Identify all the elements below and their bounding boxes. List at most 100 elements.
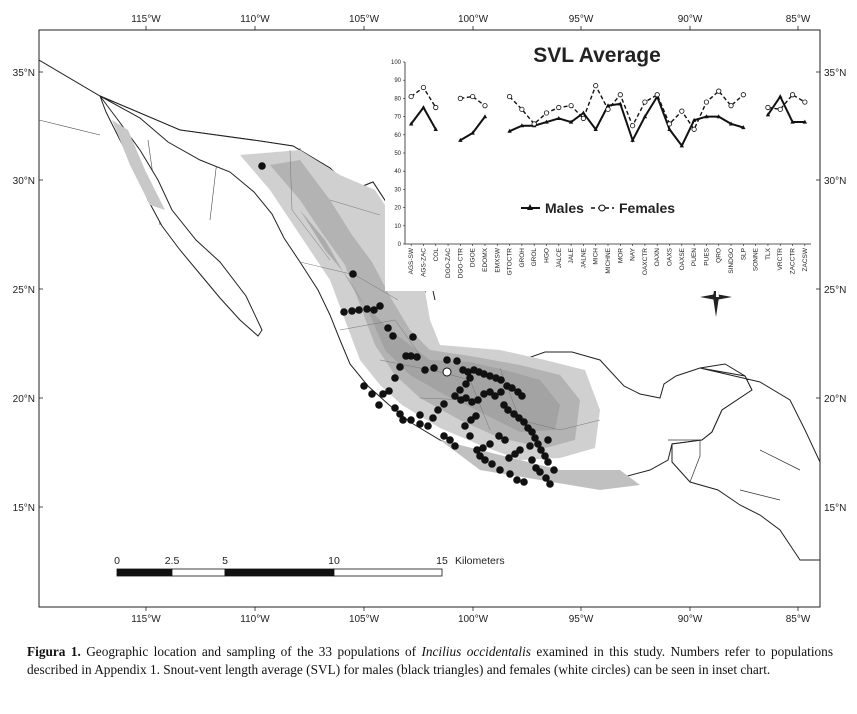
inset-x-tick-label: EMXSW (494, 247, 501, 272)
inset-y-tick-label: 100 (391, 60, 402, 66)
females-point (765, 104, 771, 111)
females-point (666, 121, 673, 127)
sample-point (496, 466, 504, 474)
sample-point (451, 392, 459, 400)
males-point (605, 103, 611, 108)
sampling-points (258, 162, 558, 488)
inset-x-tick-label: TLX (765, 247, 772, 260)
inset-x-tick-label: ZACCTR (790, 248, 797, 275)
scale-tick-1: 2.5 (165, 555, 180, 567)
sample-point (511, 450, 519, 458)
sample-point (434, 406, 442, 414)
inset-series (408, 83, 808, 148)
inset-legend: Males Females (521, 200, 675, 216)
females-point (543, 110, 550, 116)
inset-x-tick-label: AGS-ZAC (420, 248, 427, 277)
sample-point (363, 305, 371, 313)
sample-point (495, 432, 503, 440)
sample-point (375, 401, 383, 409)
longitude-label-bottom: 105°W (349, 614, 380, 625)
inset-x-tick-label: OAXS (667, 247, 674, 266)
sample-point (528, 428, 536, 436)
inset-x-tick-label: HGO (543, 248, 550, 263)
scale-tick-4: 15 (436, 555, 448, 567)
sample-point (461, 422, 469, 430)
sample-point (355, 306, 363, 314)
sample-point (409, 333, 417, 341)
legend-females: Females (619, 200, 675, 216)
females-point (617, 92, 623, 98)
sample-point (396, 363, 404, 371)
males-point (667, 126, 672, 131)
sample-point (464, 368, 472, 376)
females-point (789, 92, 796, 98)
inset-x-ticks: AGS-SW AGS-ZAC COL DGO-ZAC DGO-CTR DGOE EDOMX E… (408, 244, 809, 278)
males-point (408, 121, 414, 126)
figure-caption: Figura 1. Geographic location and sampli… (27, 643, 833, 679)
sample-point (474, 396, 482, 404)
females-point (580, 115, 586, 122)
longitude-labels-top: 115°W 110°W 105°W 100°W 95°W 90°W 85°W (131, 14, 811, 25)
males-point (433, 126, 438, 131)
sample-point (349, 270, 357, 278)
inset-y-tick-label: 20 (394, 206, 401, 212)
males-point (790, 119, 795, 124)
sample-point (550, 466, 558, 474)
inset-y-ticks: 0 10 20 30 40 50 60 70 80 90 100 (391, 60, 405, 248)
inset-chart-title: SVL Average (533, 44, 661, 67)
inset-y-tick-label: 0 (398, 242, 402, 248)
sample-point (504, 406, 512, 414)
caption-species: Incilius occidentalis (421, 644, 531, 659)
sample-point (506, 470, 514, 478)
inset-x-tick-label: DGOE (470, 247, 477, 267)
latitude-labels-left: 35°N 30°N 25°N 20°N 15°N (13, 68, 35, 514)
males-point (679, 143, 685, 148)
inset-x-tick-label: QRO (716, 248, 723, 263)
central-america (671, 367, 820, 561)
inset-x-tick-label: VRCTR (777, 248, 784, 271)
inset-x-tick-label: SONNE (753, 247, 760, 271)
inset-y-tick-label: 80 (394, 96, 401, 102)
sample-point (391, 374, 399, 382)
inset-x-tick-label: DGO-CTR (457, 248, 464, 279)
females-point (420, 84, 427, 91)
sample-point (451, 442, 459, 450)
sample-point (479, 444, 487, 452)
males-point (728, 121, 734, 126)
latitude-label-left: 15°N (13, 503, 35, 514)
inset-x-tick-label: JALCE (556, 247, 563, 268)
graticule-ticks (39, 26, 820, 611)
latitude-label-left: 25°N (13, 285, 35, 296)
inset-y-tick-label: 60 (394, 133, 401, 139)
males-point (593, 126, 598, 131)
sample-point (501, 436, 509, 444)
sample-point (389, 332, 397, 340)
inset-x-tick-label: EDOMX (482, 247, 489, 272)
sample-point (385, 387, 393, 395)
longitude-label-top: 110°W (240, 14, 270, 25)
inset-y-tick-label: 70 (394, 115, 401, 121)
longitude-label-top: 115°W (131, 14, 161, 25)
females-series-line (460, 95, 486, 107)
sample-point (473, 446, 481, 454)
males-point (691, 117, 697, 122)
country-borders (668, 439, 801, 501)
sample-point (505, 454, 513, 462)
sample-point (462, 394, 470, 402)
sample-point (518, 392, 526, 400)
sample-point (508, 384, 516, 392)
map-frame (38, 29, 821, 608)
caption-text-after: examined in this study. Numbers refer to… (27, 644, 833, 677)
sample-point (446, 436, 454, 444)
females-point (556, 104, 562, 111)
males-point (458, 137, 463, 142)
sierra-sur-shading (440, 440, 640, 490)
males-point (482, 114, 488, 119)
longitude-label-top: 95°W (569, 14, 594, 25)
longitude-label-bottom: 100°W (458, 614, 489, 625)
females-point (568, 103, 574, 109)
inset-x-tick-label: OAXSE (679, 247, 686, 270)
inset-x-tick-label: ZACSW (802, 247, 809, 271)
inset-y-tick-label: 50 (394, 151, 401, 157)
scale-bar: 0 2.5 5 10 15 Kilometers (114, 555, 505, 577)
